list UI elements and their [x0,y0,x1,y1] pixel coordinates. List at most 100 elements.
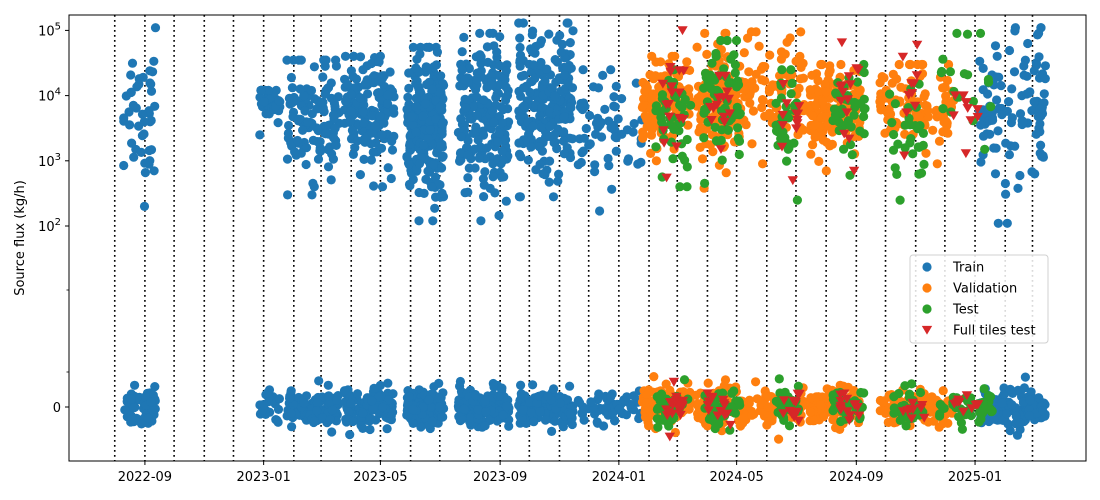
data-point [579,133,589,143]
data-point [330,123,340,133]
data-point [282,154,293,164]
data-point [432,47,442,57]
data-point [818,96,828,106]
data-point [989,414,999,424]
data-point [515,33,525,43]
data-point [887,118,897,128]
data-point [1004,150,1015,160]
data-point [383,90,393,100]
data-point [1035,127,1045,137]
data-point [346,89,356,99]
data-point [908,149,918,159]
data-point [845,140,856,150]
data-point [835,96,847,106]
data-point [962,104,973,113]
data-point [888,145,899,155]
legend-marker [921,325,933,335]
legend: Train Validation Test Full tiles test [909,254,1049,344]
data-point [778,80,789,89]
data-point [700,68,711,78]
data-point [312,398,322,408]
data-point [316,97,326,107]
data-point [598,70,608,80]
data-point [146,397,156,407]
data-point [739,48,749,58]
data-point [998,415,1008,425]
data-point [501,82,511,92]
data-point [355,170,365,180]
data-point [298,125,308,135]
data-point [852,403,863,412]
data-point [377,182,388,192]
data-point [859,67,869,78]
data-point [295,84,305,94]
data-point [672,402,683,411]
data-point [606,65,616,75]
data-point [545,121,555,132]
data-point [545,131,555,141]
data-point [438,94,448,104]
data-point [523,155,533,165]
data-point [715,407,726,416]
data-point [1019,61,1029,71]
data-point [651,156,662,166]
data-point [699,108,709,118]
data-point [842,95,853,105]
data-point [787,78,797,88]
data-point [721,168,731,178]
data-point [475,28,485,38]
data-point [355,93,365,103]
data-point [718,399,730,409]
data-point [798,58,808,68]
data-point [661,173,672,183]
data-point [590,167,600,177]
data-point [466,413,476,423]
data-point [1019,70,1029,80]
data-point [368,147,378,157]
data-point [667,51,677,61]
data-point [553,176,563,186]
data-point [771,98,781,108]
data-point [555,398,565,408]
data-point [903,90,914,100]
data-point [464,63,474,74]
data-point [547,83,557,93]
data-point [130,380,140,390]
data-point [631,78,641,88]
data-point [483,57,493,67]
data-point [273,417,283,427]
data-point [543,391,553,401]
data-point [555,391,565,402]
data-point [665,385,675,395]
data-point [480,167,490,177]
data-point [519,83,529,93]
legend-box [909,254,1049,344]
data-point [481,407,491,417]
data-point [492,47,502,57]
y-tick-label: 102 [38,217,61,235]
data-point [501,401,512,411]
data-point [798,73,809,83]
data-point [652,404,663,414]
data-point [518,18,529,28]
data-point [475,50,485,60]
data-point [972,105,983,114]
data-point [342,79,352,89]
data-point [646,148,656,158]
data-point [402,151,412,162]
data-point [1013,183,1023,193]
data-point [414,216,424,226]
data-point [758,96,768,106]
data-point [585,110,595,121]
data-point [780,387,790,397]
data-point [758,159,768,169]
data-point [317,413,328,423]
data-point [358,423,368,433]
data-point [478,174,488,184]
data-point [424,77,434,87]
data-point [535,39,545,49]
data-point [404,83,414,93]
data-point [301,159,311,170]
legend-label: Test [952,303,979,318]
